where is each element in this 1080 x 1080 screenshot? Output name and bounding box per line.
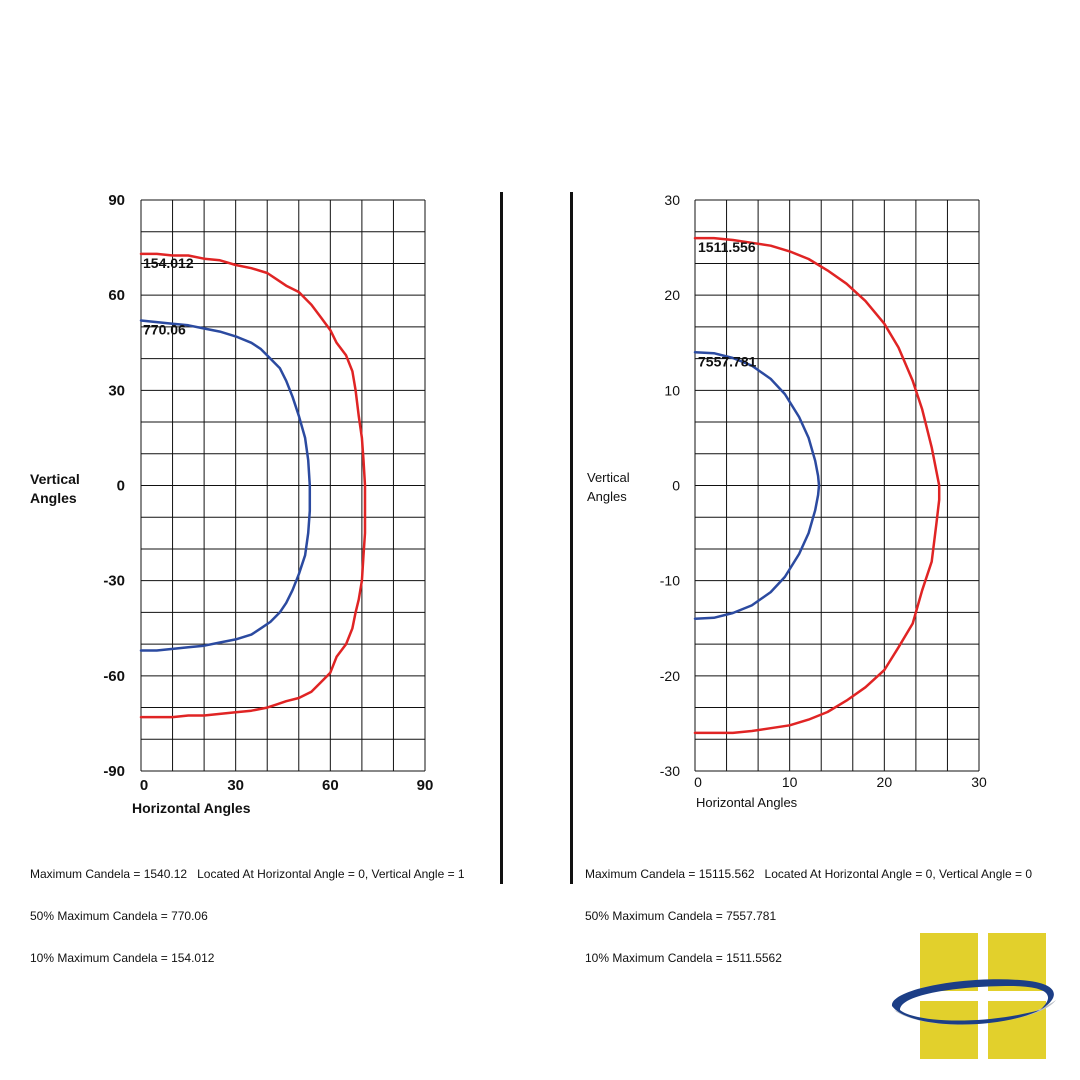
logo-swoosh bbox=[891, 979, 1054, 1025]
stats-max-candela: Maximum Candela = 1540.12 Located At Hor… bbox=[30, 867, 465, 881]
y-tick-label: -10 bbox=[660, 573, 680, 589]
stats-block: Maximum Candela = 1540.12 Located At Hor… bbox=[30, 839, 465, 993]
stats-max-candela: Maximum Candela = 15115.562 Located At H… bbox=[585, 867, 1033, 881]
y-tick-label: -30 bbox=[103, 573, 125, 590]
chart-panel-left: 90 60 30 0 -30 -60 -90 0 30 60 90 154.012 770.06 Ver… bbox=[0, 0, 500, 1080]
y-tick-label: 60 bbox=[108, 287, 125, 304]
y-axis-title-line2: Angles bbox=[587, 489, 627, 504]
y-tick-label: 90 bbox=[108, 192, 125, 209]
series-annotation: 154.012 bbox=[143, 255, 194, 271]
y-axis-title: Vertical Angles bbox=[30, 470, 100, 508]
y-tick-label: -60 bbox=[103, 668, 125, 685]
logo-square-bottom-left bbox=[920, 1001, 978, 1059]
y-tick-label: 0 bbox=[117, 478, 125, 495]
series-line-ten-percent bbox=[139, 252, 367, 719]
y-axis-title: Vertical Angles bbox=[587, 468, 657, 506]
x-axis-title: Horizontal Angles bbox=[696, 795, 798, 810]
stats-50-percent: 50% Maximum Candela = 7557.781 bbox=[585, 909, 777, 923]
y-tick-label: 0 bbox=[672, 478, 680, 494]
company-logo bbox=[891, 933, 1056, 1059]
logo-square-bottom-right bbox=[988, 1001, 1046, 1059]
y-tick-label: 10 bbox=[664, 382, 680, 398]
x-tick-label: 30 bbox=[971, 774, 987, 790]
y-axis-title-line1: Vertical bbox=[30, 471, 80, 487]
chart-right: 30 20 10 0 -10 -20 -30 0 10 20 30 1511.556 7557.781 bbox=[660, 192, 987, 790]
series-annotation: 1511.556 bbox=[698, 239, 756, 255]
series-annotation: 7557.781 bbox=[698, 353, 757, 369]
x-tick-label: 0 bbox=[140, 777, 148, 794]
stats-10-percent: 10% Maximum Candela = 154.012 bbox=[30, 951, 215, 965]
x-tick-label: 0 bbox=[694, 774, 702, 790]
chart-panel-right: 30 20 10 0 -10 -20 -30 0 10 20 30 1511.556 7557.781 … bbox=[575, 0, 1080, 1080]
chart-left: 90 60 30 0 -30 -60 -90 0 30 60 90 154.012 770.06 bbox=[103, 192, 434, 794]
grid bbox=[140, 199, 426, 772]
y-tick-label: 30 bbox=[108, 382, 125, 399]
y-axis-title-line1: Vertical bbox=[587, 470, 630, 485]
x-tick-label: 10 bbox=[782, 774, 798, 790]
stats-10-percent: 10% Maximum Candela = 1511.5562 bbox=[585, 951, 782, 965]
y-tick-label: -20 bbox=[660, 668, 680, 684]
divider-left bbox=[500, 192, 503, 884]
series-annotation: 770.06 bbox=[143, 322, 186, 338]
series-line-fifty-percent bbox=[139, 319, 312, 652]
stats-block: Maximum Candela = 15115.562 Located At H… bbox=[585, 839, 1032, 993]
y-tick-label: 20 bbox=[664, 287, 680, 303]
series-line-ten-percent bbox=[693, 236, 941, 735]
x-tick-label: 30 bbox=[227, 777, 244, 794]
y-tick-label: -30 bbox=[660, 763, 680, 779]
x-axis-title: Horizontal Angles bbox=[132, 800, 251, 816]
y-tick-label: -90 bbox=[103, 763, 125, 780]
series-line-fifty-percent bbox=[693, 351, 821, 620]
y-axis-title-line2: Angles bbox=[30, 490, 77, 506]
x-tick-label: 20 bbox=[877, 774, 893, 790]
x-tick-label: 60 bbox=[322, 777, 339, 794]
y-tick-label: 30 bbox=[664, 192, 680, 208]
grid bbox=[694, 199, 980, 772]
x-tick-label: 90 bbox=[417, 777, 434, 794]
divider-right bbox=[570, 192, 573, 884]
stats-50-percent: 50% Maximum Candela = 770.06 bbox=[30, 909, 208, 923]
